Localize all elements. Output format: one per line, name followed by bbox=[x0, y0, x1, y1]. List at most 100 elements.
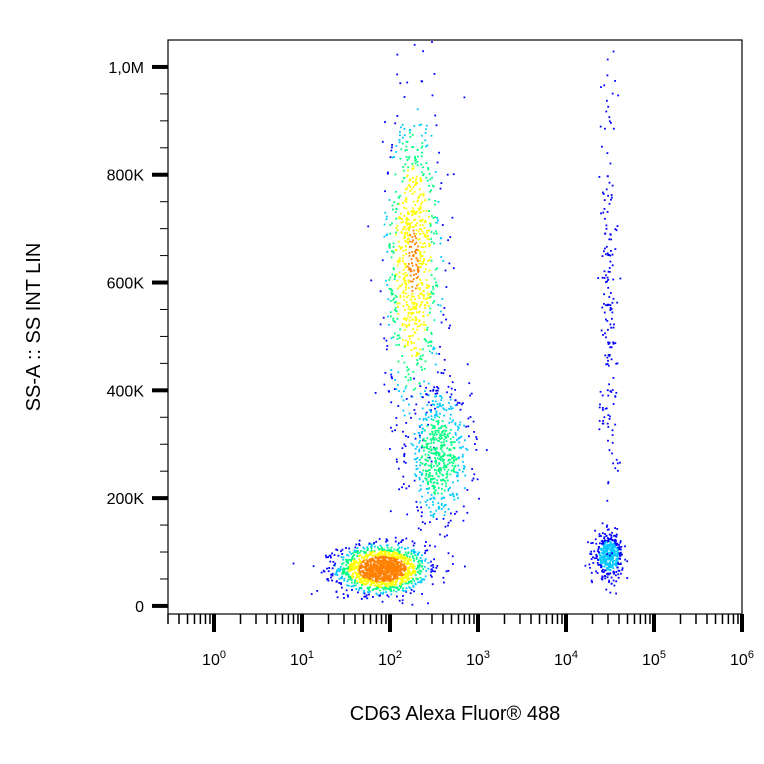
data-point bbox=[604, 575, 607, 577]
data-point bbox=[342, 562, 345, 565]
data-point bbox=[381, 564, 384, 566]
data-point bbox=[608, 354, 611, 356]
data-point bbox=[373, 564, 375, 567]
data-point bbox=[366, 561, 369, 564]
data-point bbox=[453, 467, 455, 470]
data-point bbox=[415, 568, 418, 570]
data-point bbox=[346, 554, 348, 556]
data-point bbox=[420, 262, 422, 265]
data-point bbox=[422, 210, 425, 212]
data-point bbox=[405, 216, 408, 219]
data-point bbox=[600, 564, 603, 567]
data-point bbox=[384, 573, 387, 576]
data-point bbox=[426, 425, 429, 427]
data-point bbox=[393, 570, 396, 573]
data-point bbox=[365, 571, 368, 574]
data-point bbox=[435, 518, 438, 520]
data-point bbox=[391, 377, 393, 380]
data-point bbox=[409, 223, 412, 225]
data-point bbox=[432, 216, 435, 219]
data-point bbox=[605, 407, 608, 410]
data-point bbox=[364, 595, 367, 598]
data-point bbox=[391, 430, 394, 433]
data-point bbox=[341, 553, 344, 555]
data-point bbox=[432, 288, 435, 291]
data-point bbox=[380, 552, 383, 555]
y-tick-label: 800K bbox=[107, 168, 145, 185]
data-point bbox=[405, 553, 408, 556]
data-point bbox=[354, 562, 356, 565]
data-point bbox=[408, 581, 411, 584]
data-point bbox=[420, 570, 422, 572]
data-point bbox=[356, 561, 358, 564]
data-point bbox=[451, 555, 454, 558]
data-point bbox=[605, 534, 608, 537]
data-point bbox=[412, 571, 414, 574]
data-point bbox=[409, 136, 412, 138]
data-point bbox=[414, 574, 417, 576]
data-point bbox=[443, 433, 446, 436]
data-point bbox=[409, 571, 411, 574]
data-point bbox=[427, 473, 430, 476]
data-point bbox=[364, 572, 367, 574]
data-point bbox=[364, 562, 367, 564]
data-point bbox=[389, 558, 392, 561]
data-point bbox=[402, 254, 405, 257]
data-point bbox=[372, 596, 374, 598]
data-point bbox=[607, 567, 609, 569]
data-point bbox=[436, 392, 439, 395]
data-point bbox=[412, 389, 415, 391]
data-point bbox=[450, 387, 453, 390]
data-point bbox=[430, 452, 433, 454]
data-point bbox=[407, 571, 410, 574]
data-point bbox=[378, 562, 381, 564]
data-point bbox=[416, 467, 419, 470]
data-point bbox=[412, 207, 414, 210]
data-point bbox=[603, 311, 606, 314]
data-point bbox=[419, 355, 422, 358]
data-point bbox=[395, 561, 397, 564]
data-point bbox=[450, 408, 452, 410]
data-point bbox=[452, 446, 455, 449]
data-point bbox=[349, 567, 352, 570]
data-point bbox=[330, 576, 332, 579]
data-point bbox=[430, 231, 433, 233]
data-point bbox=[611, 184, 614, 187]
data-point bbox=[414, 554, 417, 557]
data-point bbox=[424, 245, 427, 248]
data-point bbox=[406, 187, 408, 190]
data-point bbox=[613, 545, 616, 547]
data-point bbox=[413, 458, 416, 461]
data-point bbox=[419, 484, 422, 487]
data-point bbox=[398, 488, 400, 491]
data-point bbox=[408, 228, 411, 230]
data-point bbox=[404, 272, 407, 274]
data-point bbox=[458, 424, 461, 426]
data-point bbox=[410, 313, 413, 316]
data-point bbox=[406, 223, 408, 225]
data-point bbox=[390, 571, 393, 574]
data-point bbox=[419, 501, 422, 504]
data-point bbox=[389, 577, 391, 580]
data-point bbox=[403, 134, 406, 137]
data-point bbox=[397, 553, 400, 555]
data-point bbox=[608, 418, 611, 420]
data-point bbox=[425, 419, 428, 421]
data-point bbox=[386, 284, 389, 286]
data-point bbox=[393, 589, 395, 592]
data-point bbox=[449, 429, 452, 431]
data-point bbox=[608, 181, 611, 184]
data-point bbox=[435, 454, 438, 456]
data-point bbox=[430, 274, 433, 276]
data-point bbox=[445, 485, 447, 488]
data-point bbox=[412, 181, 414, 183]
data-point bbox=[390, 293, 393, 296]
data-point bbox=[439, 459, 442, 462]
data-point bbox=[431, 433, 434, 436]
data-point bbox=[416, 351, 418, 354]
data-point bbox=[390, 550, 393, 552]
data-point bbox=[422, 427, 424, 430]
data-point bbox=[450, 405, 452, 408]
data-point bbox=[602, 191, 604, 194]
data-point bbox=[604, 127, 606, 130]
